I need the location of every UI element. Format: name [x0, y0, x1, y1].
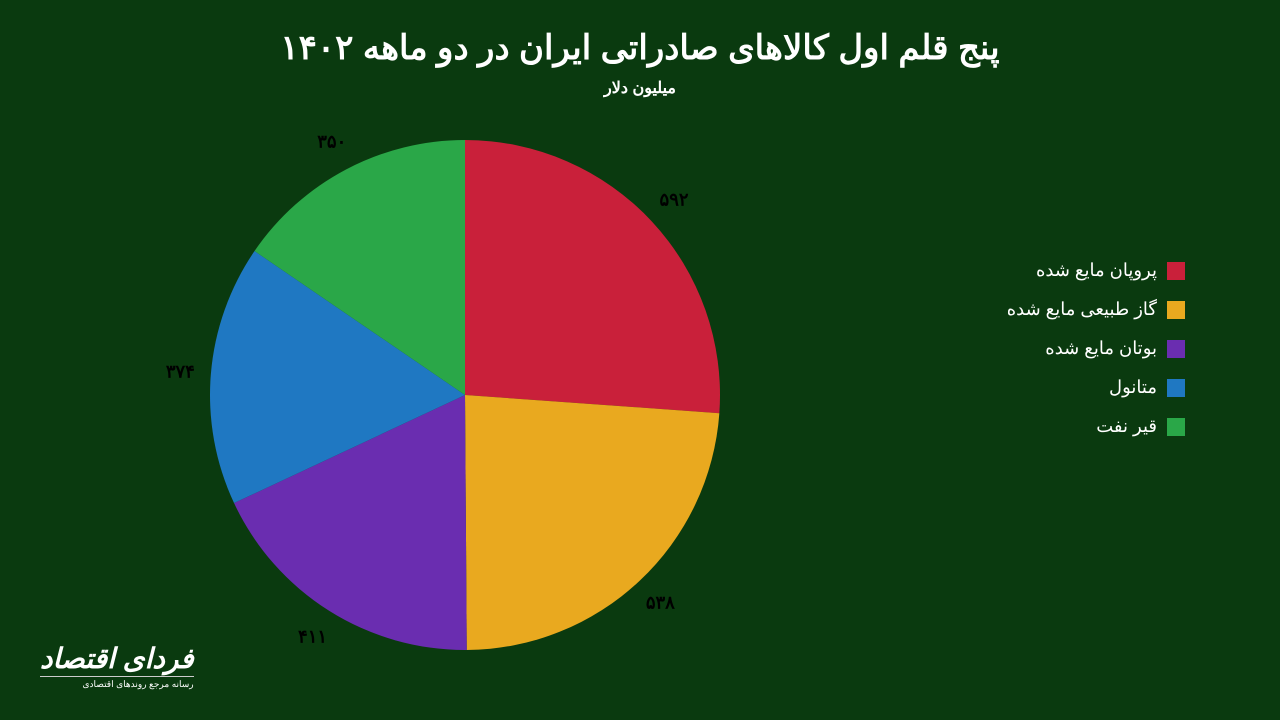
brand-logo: فردای اقتصاد رسانه مرجع روندهای اقتصادی	[40, 645, 194, 690]
legend-item: متانول	[1007, 377, 1185, 398]
legend-item: قیر نفت	[1007, 416, 1185, 437]
legend-swatch	[1167, 379, 1185, 397]
chart-subtitle: میلیون دلار	[0, 78, 1280, 98]
legend-swatch	[1167, 340, 1185, 358]
logo-main: فردای اقتصاد	[40, 645, 194, 677]
legend-label: پروپان مایع شده	[1036, 260, 1157, 281]
pie-value-label: ۵۹۲	[660, 190, 689, 211]
logo-sub: رسانه مرجع روندهای اقتصادی	[40, 679, 194, 690]
legend-swatch	[1167, 418, 1185, 436]
pie-chart: ۵۹۲۵۳۸۴۱۱۳۷۴۳۵۰	[200, 130, 730, 660]
pie-svg	[200, 130, 730, 660]
legend-item: پروپان مایع شده	[1007, 260, 1185, 281]
pie-value-label: ۳۷۴	[166, 361, 195, 382]
pie-value-label: ۳۵۰	[317, 132, 346, 153]
legend-item: گاز طبیعی مایع شده	[1007, 299, 1185, 320]
legend-item: بوتان مایع شده	[1007, 338, 1185, 359]
legend-label: متانول	[1109, 377, 1157, 398]
legend-swatch	[1167, 262, 1185, 280]
legend-swatch	[1167, 301, 1185, 319]
pie-value-label: ۴۱۱	[298, 626, 327, 647]
legend: پروپان مایع شده گاز طبیعی مایع شده بوتان م…	[1007, 260, 1185, 437]
pie-slice	[465, 395, 719, 650]
pie-slice	[465, 140, 720, 413]
legend-label: قیر نفت	[1096, 416, 1157, 437]
pie-value-label: ۵۳۸	[646, 593, 675, 614]
legend-label: بوتان مایع شده	[1045, 338, 1157, 359]
chart-container: پنج قلم اول کالاهای صادراتی ایران در دو …	[0, 0, 1280, 720]
chart-title: پنج قلم اول کالاهای صادراتی ایران در دو …	[0, 28, 1280, 68]
legend-label: گاز طبیعی مایع شده	[1007, 299, 1157, 320]
